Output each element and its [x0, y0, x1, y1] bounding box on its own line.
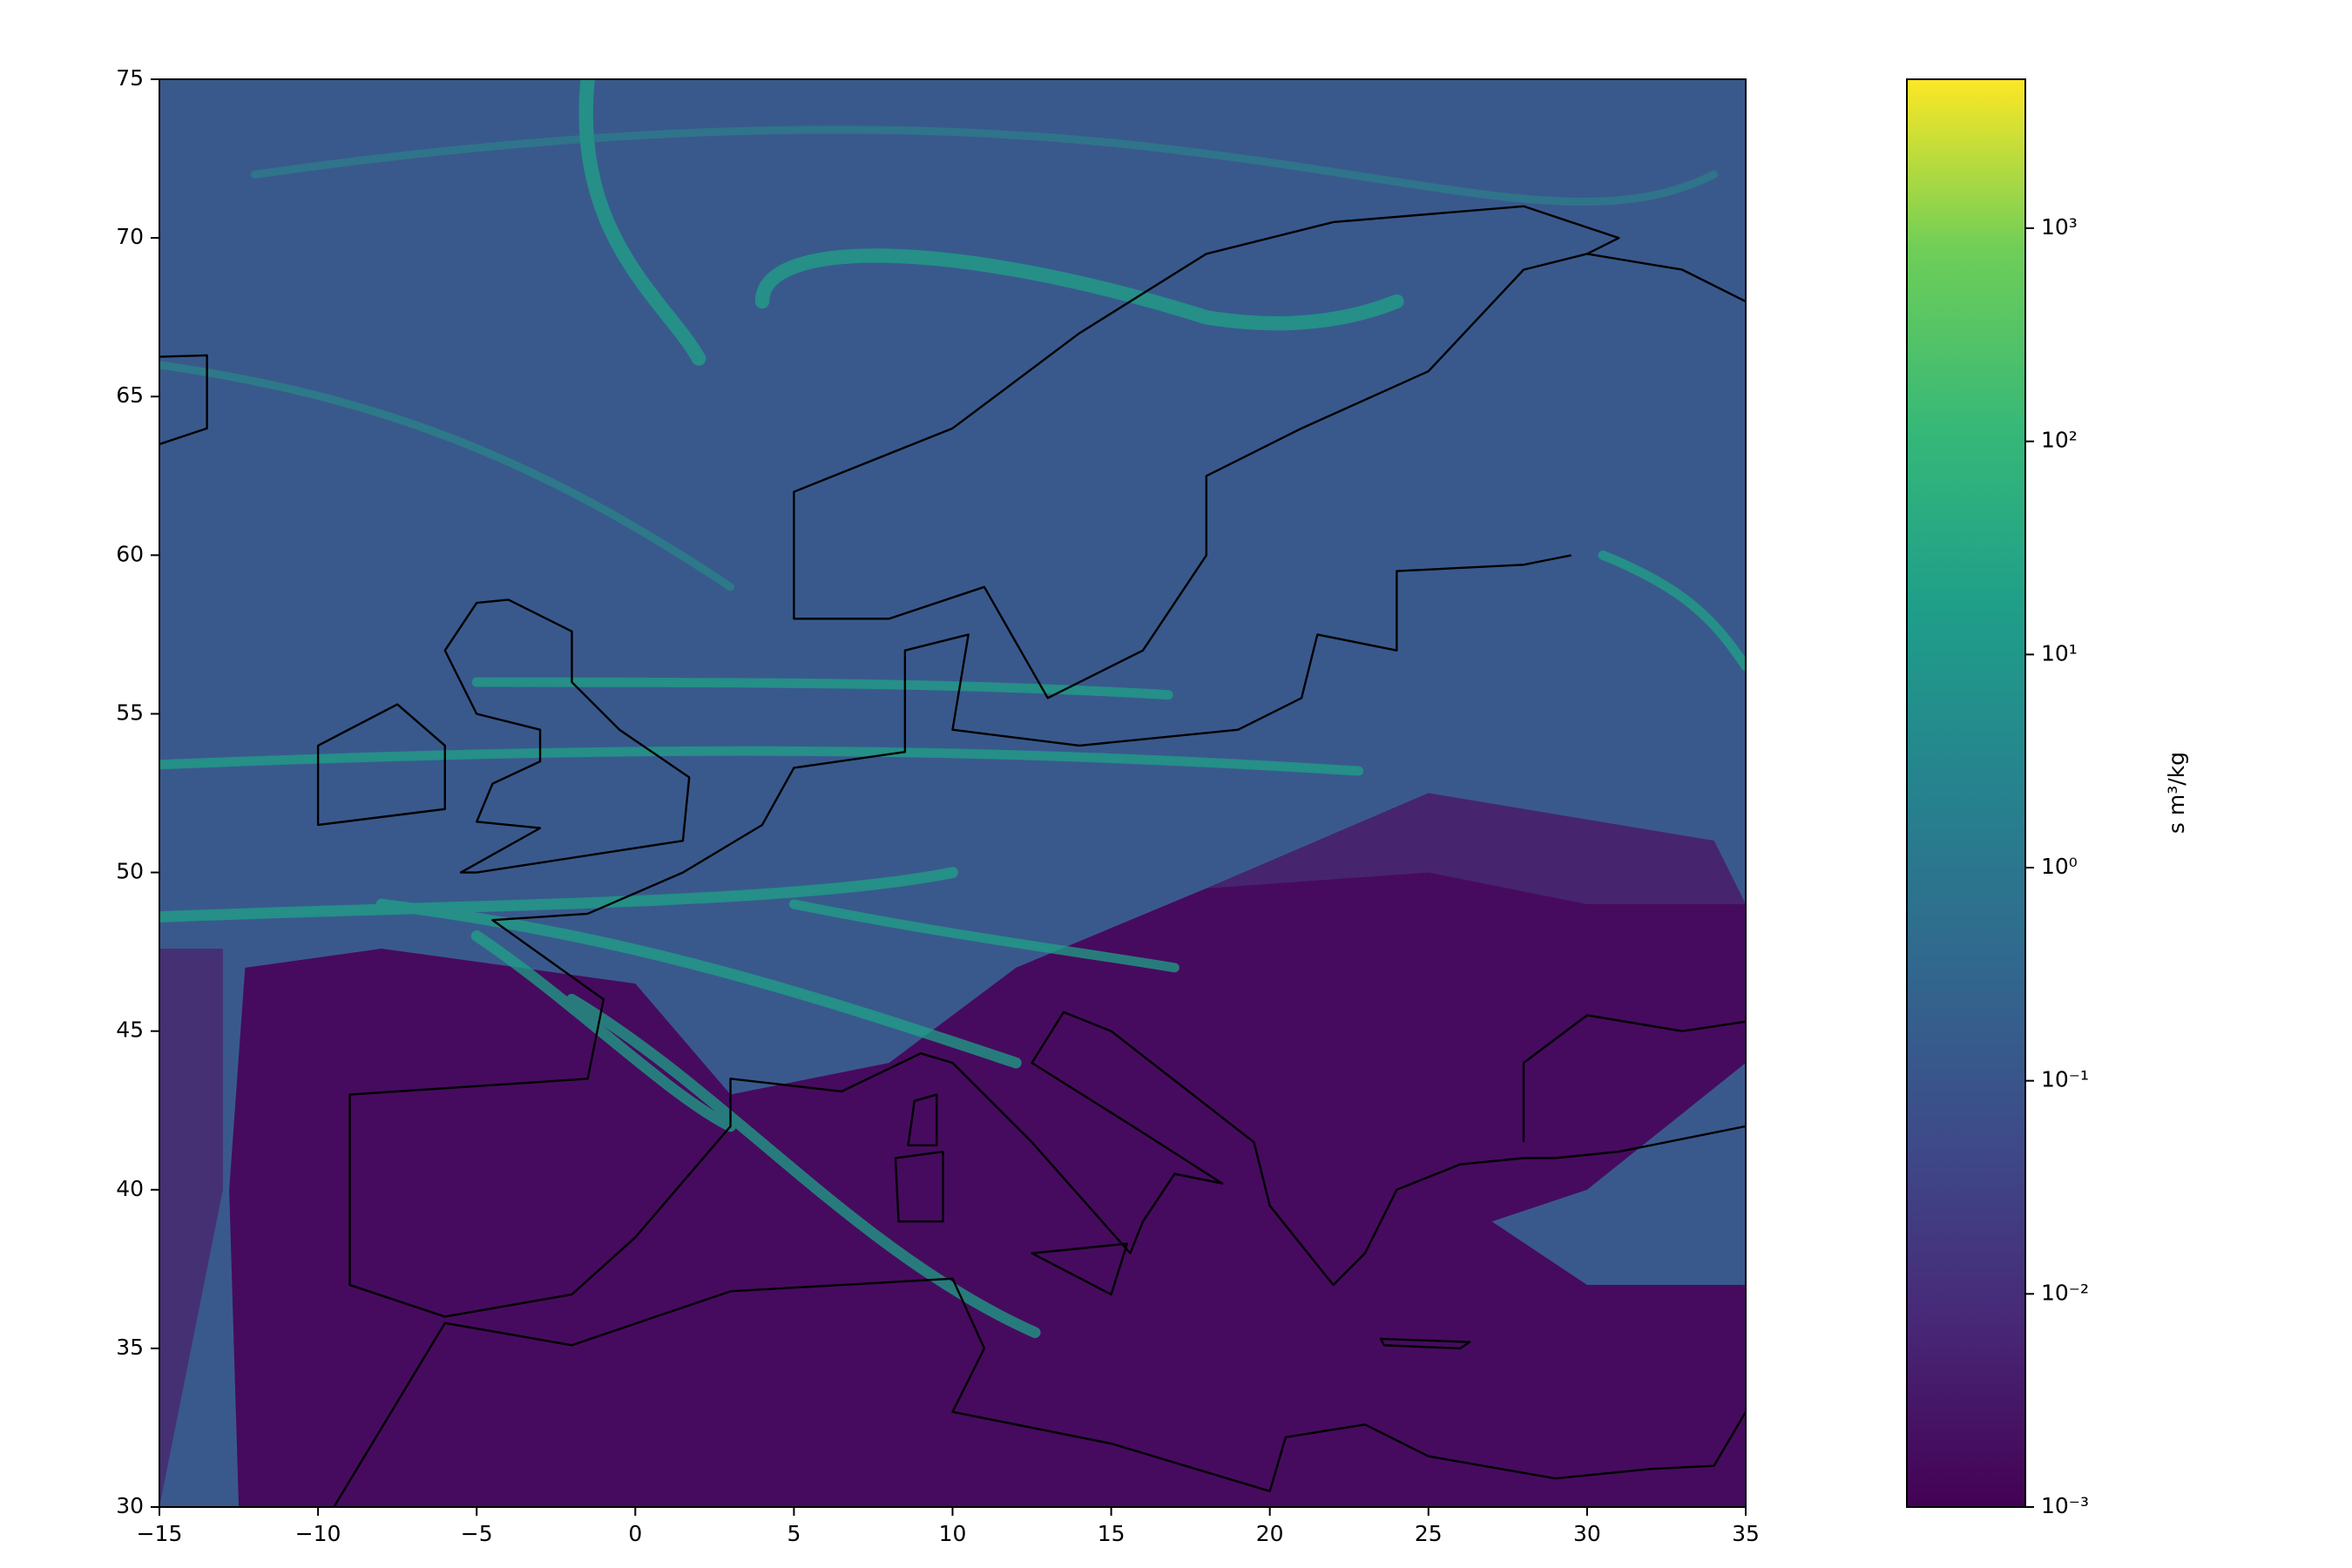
- y-tick-label: 45: [116, 1017, 144, 1043]
- colorbar-tick-label: 10³: [2041, 214, 2078, 240]
- x-tick-label: 30: [1573, 1521, 1601, 1546]
- y-tick-label: 70: [116, 224, 144, 249]
- x-tick-label: −10: [295, 1521, 341, 1546]
- x-tick-label: −15: [137, 1521, 183, 1546]
- y-tick-label: 35: [116, 1335, 144, 1360]
- y-tick-label: 55: [116, 700, 144, 725]
- colorbar: [1906, 78, 2026, 1508]
- x-tick-label: 5: [787, 1521, 801, 1546]
- y-tick-label: 40: [116, 1176, 144, 1201]
- x-tick-label: 0: [628, 1521, 642, 1546]
- colorbar-tick-label: 10⁻²: [2041, 1280, 2089, 1305]
- colorbar-tick-label: 10⁻¹: [2041, 1067, 2089, 1092]
- colorbar-tick-label: 10⁰: [2041, 854, 2078, 879]
- x-tick-label: 15: [1098, 1521, 1125, 1546]
- y-tick-label: 65: [116, 382, 144, 408]
- x-tick-label: 20: [1256, 1521, 1284, 1546]
- colorbar-tick-label: 10²: [2041, 428, 2078, 453]
- x-tick-label: 10: [939, 1521, 967, 1546]
- colorbar-tick-label: 10⁻³: [2041, 1493, 2089, 1518]
- x-tick-label: 35: [1732, 1521, 1760, 1546]
- x-tick-label: −5: [461, 1521, 493, 1546]
- map-field: [0, 79, 1746, 1507]
- colorbar-label: s m³/kg: [2164, 752, 2189, 834]
- y-tick-label: 30: [116, 1493, 144, 1518]
- y-tick-label: 75: [116, 65, 144, 91]
- colorbar-tick-label: 10¹: [2041, 640, 2078, 666]
- x-tick-label: 25: [1415, 1521, 1443, 1546]
- y-tick-label: 50: [116, 859, 144, 884]
- y-tick-label: 60: [116, 541, 144, 566]
- coastlines: [0, 206, 1746, 1507]
